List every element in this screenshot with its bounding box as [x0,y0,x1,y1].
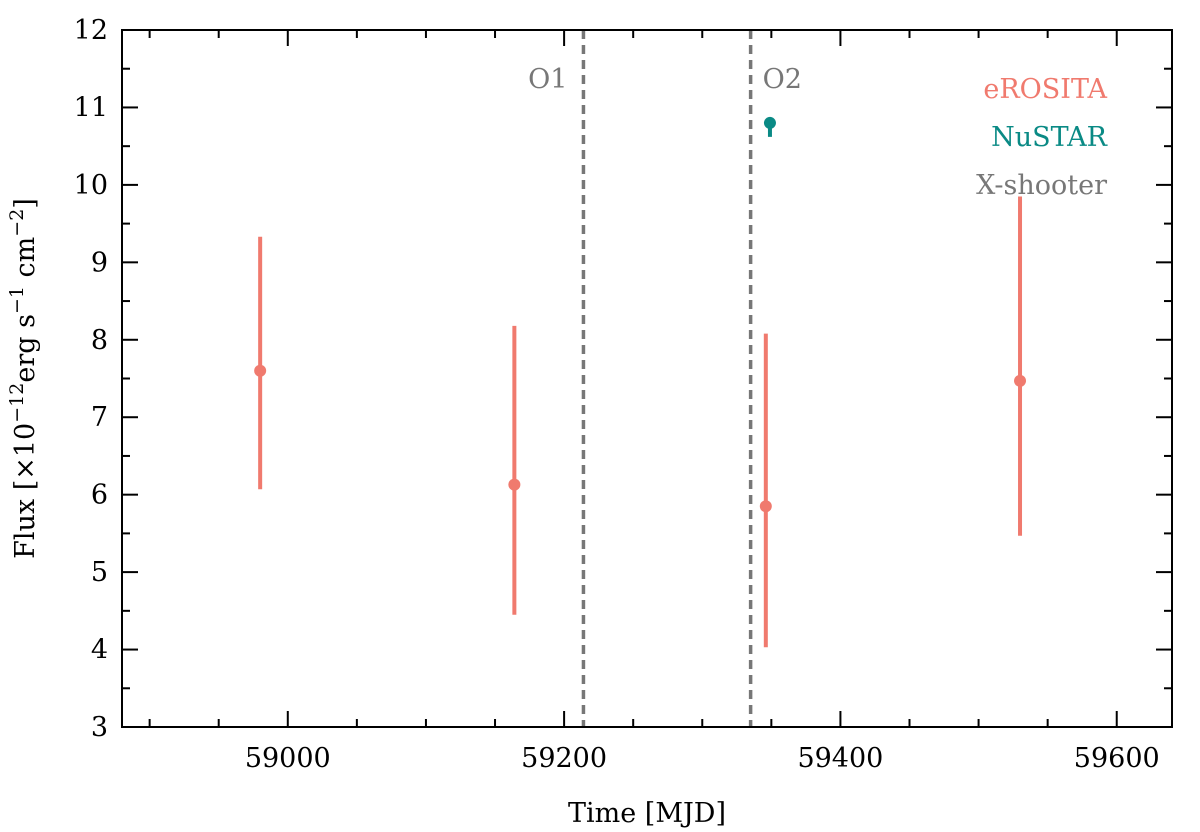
y-tick-label: 4 [91,635,108,666]
legend-entry-x-shooter: X-shooter [976,170,1107,201]
y-axis-title: Flux [×10−12erg s−1 cm−2] [6,198,41,559]
y-title-exp3: −2 [6,209,28,237]
series-erosita [254,196,1027,648]
legend: eROSITA NuSTAR X-shooter [976,74,1108,201]
x-tick-label: 59200 [521,743,607,774]
x-tick-label: 59600 [1074,743,1160,774]
data-series [254,116,1027,648]
y-tick-label: 8 [91,325,108,356]
data-point [508,478,521,491]
legend-entry-nustar: NuSTAR [991,122,1108,153]
y-title-prefix: Flux [×10 [10,423,41,559]
y-title-exp1: −12 [6,383,28,423]
data-point [763,116,776,129]
data-point [254,364,267,377]
data-point [1014,374,1027,387]
series-nustar [763,116,776,137]
data-point [759,500,772,513]
vline-label-o1: O1 [528,64,567,95]
y-tick-label: 3 [91,712,108,743]
y-tick-label: 10 [74,170,108,201]
y-title-suffix: ] [10,198,41,209]
axis-ticks [122,29,1172,728]
y-tick-label: 6 [91,480,108,511]
x-tick-label: 59000 [245,743,331,774]
y-tick-label: 9 [91,247,108,278]
y-title-mid1: erg s [10,314,41,383]
y-tick-label: 5 [91,557,108,588]
legend-entry-erosita: eROSITA [983,74,1107,105]
y-tick-label: 12 [74,15,108,46]
vline-label-o2: O2 [763,64,802,95]
y-title-exp2: −1 [6,286,28,314]
x-tick-label: 59400 [797,743,883,774]
observation-lines: O1 O2 [528,30,802,727]
y-tick-label: 11 [74,92,108,123]
y-title-mid2: cm [10,237,41,286]
y-tick-label: 7 [91,402,108,433]
x-axis-title: Time [MJD] [568,798,726,829]
axis-tick-labels: 59000 59200 59400 59600 3 4 5 6 7 8 9 10 11 12 [74,15,1160,774]
